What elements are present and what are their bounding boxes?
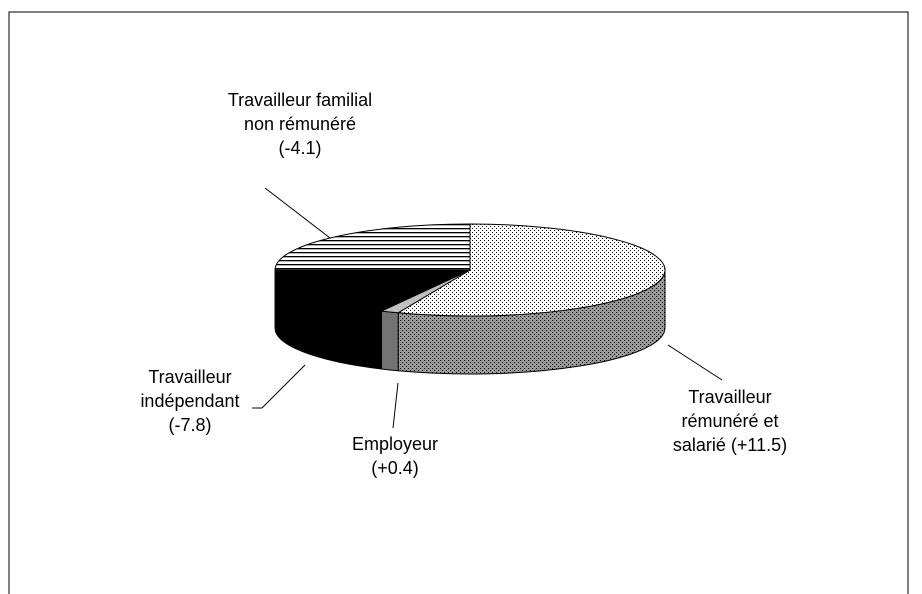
slice-label: Travailleur familial non rémunéré (-4.1)	[227, 90, 373, 158]
leader-line	[392, 382, 399, 429]
slice	[274, 269, 471, 312]
slice	[396, 223, 666, 317]
slice-label: Travailleur indépendant (-7.8)	[140, 367, 240, 435]
leader-line	[667, 344, 723, 381]
leader-line	[252, 364, 306, 409]
frame	[8, 11, 909, 594]
slice-label: Travailleur rémunéré et salarié (+11.5)	[672, 387, 788, 455]
slice-label: Employeur (+0.4)	[351, 434, 439, 478]
leader-line	[264, 187, 331, 239]
slice-side-shade	[398, 270, 665, 375]
slice-side-shade	[381, 310, 399, 371]
slice	[274, 223, 471, 271]
